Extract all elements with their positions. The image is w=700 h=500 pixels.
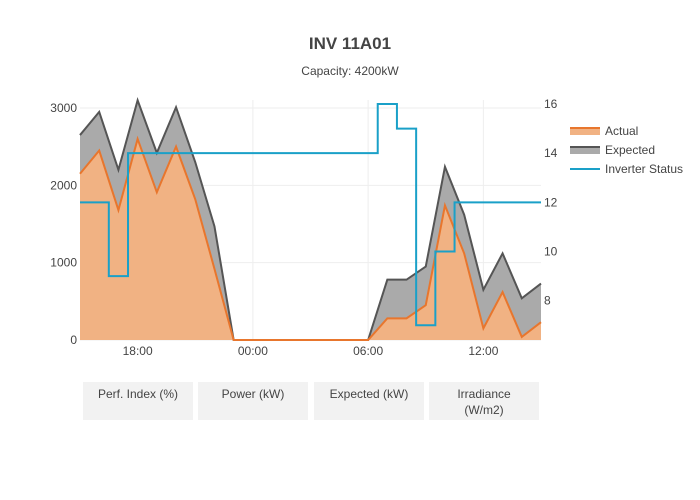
table-header-expected: Expected (kW) (314, 382, 424, 420)
y-tick-label: 2000 (50, 178, 77, 192)
legend-label-expected: Expected (605, 142, 656, 157)
y2-tick-label: 10 (544, 245, 558, 259)
y2-tick-label: 16 (544, 97, 558, 111)
table-header-irradiance: Irradiance (W/m2) (429, 382, 539, 420)
legend-item-expected[interactable]: Expected (570, 140, 683, 159)
legend: Actual Expected Inverter Status (570, 121, 683, 178)
y-tick-label: 1000 (50, 256, 77, 270)
x-tick-label: 00:00 (238, 344, 268, 358)
legend-swatch-inverter-status (570, 164, 600, 174)
area-actual (80, 138, 541, 340)
table-header-power: Power (kW) (198, 382, 308, 420)
y-tick-label: 0 (70, 333, 77, 347)
legend-label-inverter-status: Inverter Status (605, 161, 684, 176)
line-inverter-status (80, 103, 541, 327)
legend-label-actual: Actual (605, 123, 639, 138)
chart-subtitle: Capacity: 4200kW (301, 64, 399, 78)
y2-tick-label: 8 (544, 294, 551, 308)
y2-tick-label: 14 (544, 146, 558, 160)
legend-swatch-actual (570, 126, 600, 136)
chart-title: INV 11A01 (308, 34, 392, 53)
x-tick-label: 18:00 (123, 344, 153, 358)
line-actual (79, 135, 542, 341)
y2-tick-label: 12 (544, 195, 558, 209)
legend-item-inverter-status[interactable]: Inverter Status (570, 159, 683, 178)
x-tick-label: 12:00 (468, 344, 498, 358)
table-header-perf-index: Perf. Index (%) (83, 382, 193, 420)
x-tick-label: 06:00 (353, 344, 383, 358)
y-tick-label: 3000 (50, 101, 77, 115)
legend-swatch-expected (570, 145, 600, 155)
legend-item-actual[interactable]: Actual (570, 121, 683, 140)
